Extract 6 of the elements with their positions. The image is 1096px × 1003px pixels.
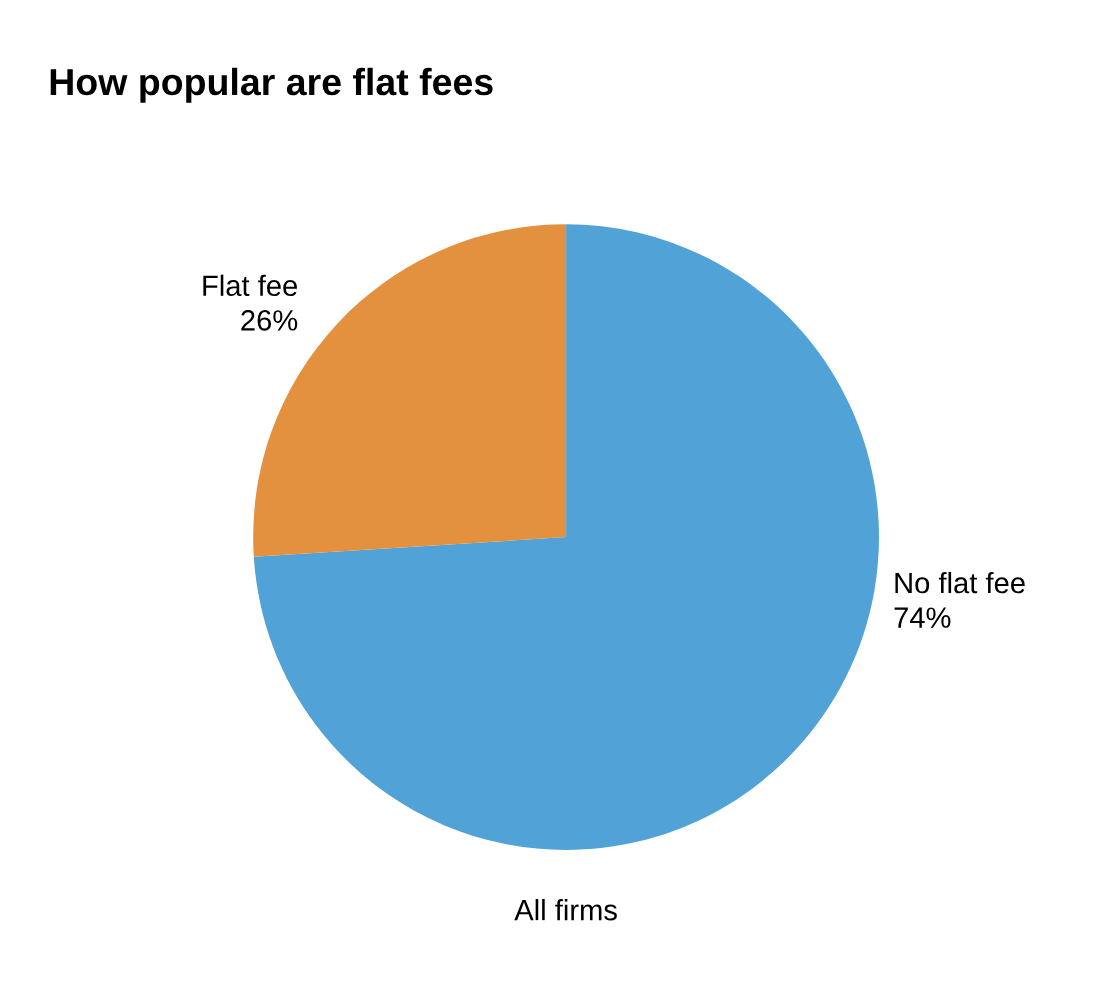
chart-title: How popular are flat fees (50, 67, 493, 103)
slice-label: Flat fee (203, 274, 297, 297)
text: All firms (514, 899, 617, 921)
data-label: 74% (894, 607, 951, 628)
slice-label: No flat fee (895, 571, 1025, 594)
data-label: 26% (241, 310, 298, 331)
